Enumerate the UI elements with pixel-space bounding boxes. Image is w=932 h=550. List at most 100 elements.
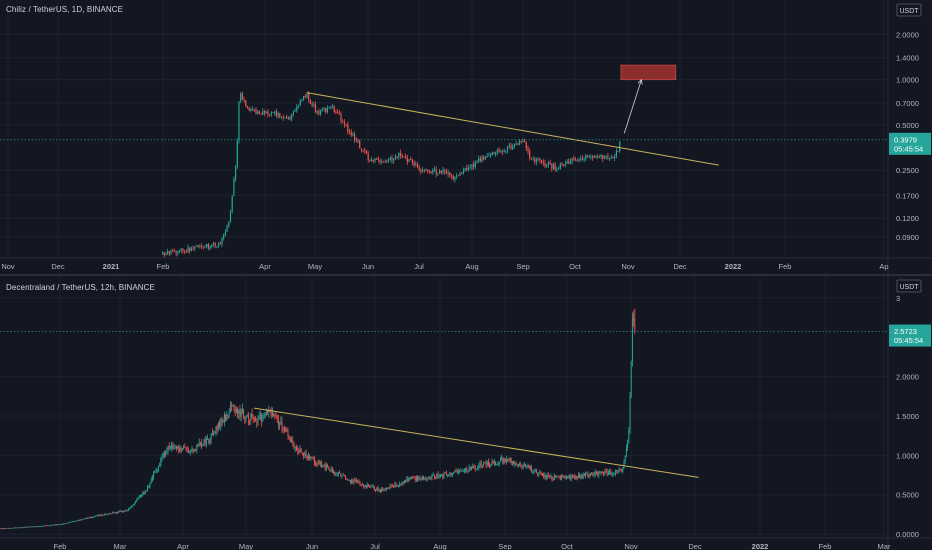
target-zone-box[interactable] bbox=[620, 64, 677, 81]
x-tick-label: Feb bbox=[157, 262, 170, 271]
candle-body bbox=[630, 360, 632, 398]
candle-body bbox=[217, 423, 219, 430]
candle-body bbox=[568, 475, 570, 478]
candle-body bbox=[420, 170, 422, 172]
candle-body bbox=[413, 477, 415, 479]
candle-body bbox=[265, 411, 267, 414]
candle-body bbox=[450, 174, 453, 177]
candle-body bbox=[351, 480, 353, 483]
candle-body bbox=[323, 465, 325, 467]
candle-body bbox=[121, 511, 123, 513]
candle-body bbox=[381, 488, 383, 492]
candle-body bbox=[390, 485, 392, 487]
candle-body bbox=[466, 168, 468, 171]
candle-body bbox=[37, 526, 39, 528]
candle-body bbox=[284, 117, 286, 119]
candle-body bbox=[245, 100, 247, 106]
candle-body bbox=[543, 473, 545, 478]
candle-body bbox=[299, 449, 301, 453]
candle-body bbox=[422, 169, 424, 172]
candle-body bbox=[575, 159, 577, 161]
candle-body bbox=[170, 250, 172, 254]
candle-body bbox=[431, 475, 433, 479]
candle-body bbox=[67, 522, 69, 524]
candle-body bbox=[194, 246, 196, 249]
candle-body bbox=[393, 486, 395, 488]
candle-body bbox=[197, 245, 199, 247]
candle-body bbox=[405, 481, 407, 483]
candle-body bbox=[226, 225, 228, 232]
candle-body bbox=[388, 159, 390, 161]
candle-body bbox=[579, 475, 581, 478]
candle-body bbox=[539, 158, 541, 161]
chiliz-chart-svg[interactable]: 2.0000 1.4000 1.0000 0.7000 0.5000 0.2500 0.17… bbox=[0, 0, 932, 274]
candle-body bbox=[440, 170, 442, 173]
candle-body bbox=[180, 448, 182, 451]
candle-body bbox=[612, 474, 614, 475]
x-tick-label: Oct bbox=[569, 262, 582, 271]
candle-body bbox=[196, 445, 198, 451]
candle-body bbox=[478, 465, 480, 468]
candle-body bbox=[94, 515, 96, 517]
candle-body bbox=[127, 509, 129, 511]
candle-body bbox=[69, 522, 71, 523]
candle-body bbox=[83, 518, 85, 520]
candle-body bbox=[435, 169, 437, 175]
candle-body bbox=[554, 164, 556, 171]
candle-body bbox=[629, 397, 631, 431]
candle-body bbox=[483, 462, 485, 467]
candle-body bbox=[297, 105, 300, 107]
candle-body bbox=[547, 475, 549, 477]
last-price-badge[interactable] bbox=[889, 324, 931, 347]
candle-body bbox=[304, 452, 306, 456]
candle-body bbox=[532, 158, 534, 160]
candle-body bbox=[61, 523, 63, 525]
candle-body bbox=[148, 486, 150, 488]
decentraland-chart-svg[interactable]: 3 2.0000 1.5000 1.0000 0.5000 0.0000 Feb Mar Apr… bbox=[0, 276, 932, 550]
chart-panel-chiliz[interactable]: 2.0000 1.4000 1.0000 0.7000 0.5000 0.2500 0.17… bbox=[0, 0, 932, 274]
candle-body bbox=[524, 140, 526, 142]
candle-body bbox=[111, 513, 113, 515]
target-arrow[interactable] bbox=[623, 79, 642, 134]
candle-body bbox=[495, 151, 497, 155]
last-price-badge[interactable] bbox=[889, 132, 931, 155]
candle-body bbox=[34, 526, 36, 528]
candle-body bbox=[441, 474, 443, 476]
currency-label-box[interactable] bbox=[896, 3, 922, 17]
currency-label-box[interactable] bbox=[896, 279, 922, 293]
trendline[interactable] bbox=[306, 92, 719, 166]
candle-body bbox=[521, 466, 523, 468]
x-tick-label: 2022 bbox=[725, 262, 742, 271]
candle-body bbox=[105, 513, 107, 515]
candle-body bbox=[107, 514, 109, 516]
candle-body bbox=[396, 156, 398, 158]
candle-body bbox=[166, 451, 168, 453]
candle-body bbox=[551, 476, 553, 480]
candle-body bbox=[228, 222, 230, 226]
candle-body bbox=[490, 155, 492, 156]
candle-body bbox=[163, 453, 165, 456]
chart-panel-decentraland[interactable]: 3 2.0000 1.5000 1.0000 0.5000 0.0000 Feb Mar Apr… bbox=[0, 276, 932, 550]
candle-body bbox=[336, 474, 338, 476]
candle-body bbox=[204, 246, 206, 248]
candle-body bbox=[162, 453, 164, 458]
candle-body bbox=[22, 527, 24, 529]
candle-body bbox=[222, 421, 224, 423]
candle-body bbox=[150, 479, 152, 483]
x-tick-label: Dec bbox=[673, 262, 687, 271]
panel-separator[interactable] bbox=[0, 274, 932, 276]
candle-body bbox=[474, 467, 476, 470]
candle-body bbox=[45, 525, 47, 527]
candle-body bbox=[365, 485, 367, 488]
candle-body bbox=[587, 474, 589, 478]
candle-body bbox=[245, 416, 247, 420]
candle-body bbox=[219, 243, 221, 245]
candle-body bbox=[423, 169, 425, 171]
x-tick-label: Jun bbox=[362, 262, 374, 271]
candle-body bbox=[561, 476, 563, 479]
candle-body bbox=[133, 503, 135, 505]
candle-body bbox=[151, 477, 153, 480]
trendline[interactable] bbox=[253, 407, 699, 478]
candle-body bbox=[304, 96, 306, 98]
candle-body bbox=[75, 520, 77, 522]
